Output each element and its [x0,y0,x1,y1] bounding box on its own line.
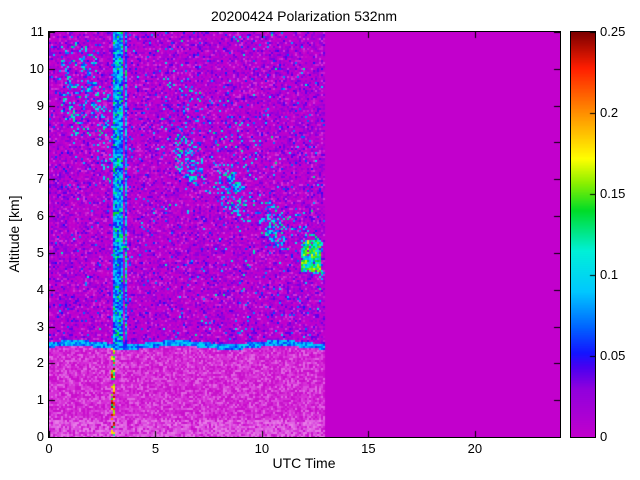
y-tick-label: 2 [36,355,44,371]
colorbar-tick-label: 0.15 [600,186,626,201]
colorbar-tick-label: 0.2 [600,105,619,120]
plot-title: 20200424 Polarization 532nm [210,8,398,24]
x-tick-label: 20 [467,441,483,456]
y-tick-label: 8 [36,134,44,150]
colorbar-canvas [571,32,595,437]
y-tick-label: 1 [36,392,44,408]
y-tick-label: 0 [36,429,44,444]
y-tick-label: 5 [36,244,44,260]
y-tick-label: 4 [36,281,44,297]
colorbar-tick-label: 0.05 [600,348,626,363]
plot-area [48,31,561,438]
y-tick-label: 9 [36,97,44,113]
y-tick-label: 10 [29,60,44,76]
x-tick-label: 15 [361,441,376,456]
y-tick-label: 3 [36,318,44,334]
y-tick-label: 7 [36,171,44,187]
colorbar [570,31,596,438]
y-tick-label: 11 [30,24,45,39]
x-axis-label: UTC Time [272,455,336,471]
colorbar-tick-label: 0.1 [600,267,619,282]
x-tick-label: 5 [151,441,160,456]
heatmap-canvas [49,32,560,437]
colorbar-tick-label: 0.25 [600,24,626,39]
y-axis-label: Altitude [km] [6,195,22,273]
x-tick-label: 10 [254,441,270,456]
x-tick-label: 0 [45,441,53,456]
y-tick-label: 6 [36,208,44,224]
colorbar-tick-label: 0 [600,429,608,444]
